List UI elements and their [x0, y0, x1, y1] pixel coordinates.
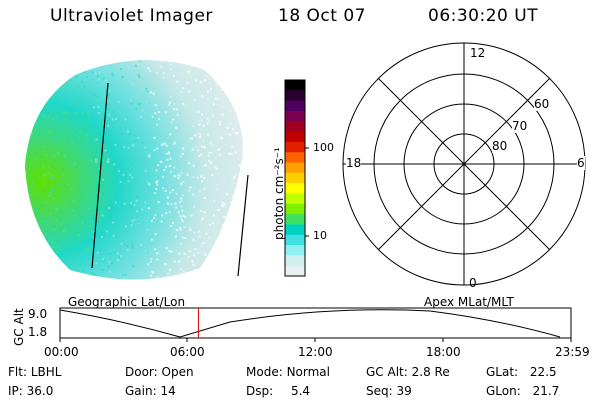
status-glat: GLat: 22.5 — [486, 365, 557, 379]
altitude-ytick-min: 1.8 — [28, 325, 48, 339]
colorbar-swatch — [285, 265, 305, 277]
status-seq: Seq: 39 — [366, 384, 412, 398]
colorbar-swatch — [285, 100, 305, 112]
mlt-label-18: 18 — [346, 156, 362, 170]
date-label: 18 Oct 07 — [278, 6, 366, 26]
colorbar-swatch — [285, 162, 305, 174]
colorbar-swatch — [285, 80, 305, 91]
colorbar-swatch — [285, 121, 305, 133]
colorbar-swatch — [285, 214, 305, 225]
mlat-label-80: 80 — [492, 139, 508, 153]
colorbar-swatch — [285, 245, 305, 256]
altitude-ylabel: GC Alt — [12, 308, 26, 346]
earth-disk — [25, 60, 243, 280]
image-caption: Geographic Lat/Lon — [68, 295, 186, 309]
xtick-2359: 23:59 — [555, 345, 590, 359]
colorbar-tick-10: 10 — [313, 229, 327, 242]
status-glon: GLon: 21.7 — [486, 384, 560, 398]
colorbar-swatch — [285, 193, 305, 205]
status-ip: IP: 36.0 — [8, 384, 54, 398]
mlat-label-70: 70 — [512, 119, 528, 133]
colorbar-swatch — [285, 90, 305, 102]
colorbar-swatch — [285, 131, 305, 143]
xtick-1200: 12:00 — [298, 345, 333, 359]
status-mode: Mode: Normal — [246, 365, 330, 379]
colorbar-swatch — [285, 255, 305, 267]
polar-caption: Apex MLat/MLT — [424, 295, 514, 309]
status-door: Door: Open — [125, 365, 194, 379]
colorbar-swatch — [285, 152, 305, 164]
limb-line — [237, 174, 249, 277]
status-flt: Flt: LBHL — [8, 365, 62, 379]
mlt-label-12: 12 — [470, 46, 486, 60]
colorbar-swatch — [285, 172, 305, 184]
xtick-0600: 06:00 — [170, 345, 205, 359]
status-dsp: Dsp: 5.4 — [246, 384, 311, 398]
colorbar-swatch — [285, 234, 305, 246]
colorbar-swatch — [285, 183, 305, 194]
xtick-0000: 00:00 — [44, 345, 79, 359]
colorbar-swatch — [285, 203, 305, 215]
status-gc-alt: GC Alt: 2.8 Re — [366, 365, 450, 379]
colorbar-swatch — [285, 110, 305, 122]
terminator-line — [91, 82, 109, 269]
colorbar-swatch — [285, 141, 305, 153]
mlt-label-0: 0 — [469, 276, 477, 290]
mlat-label-60: 60 — [534, 97, 550, 111]
colorbar-swatch — [285, 224, 305, 236]
mlt-label-6: 6 — [577, 156, 585, 170]
colorbar-tick-100: 100 — [313, 141, 334, 154]
instrument-title: Ultraviolet Imager — [50, 6, 213, 26]
time-label: 06:30:20 UT — [428, 6, 539, 26]
altitude-curve — [59, 309, 561, 338]
status-gain: Gain: 14 — [125, 384, 176, 398]
xtick-1800: 18:00 — [426, 345, 461, 359]
altitude-ytick-max: 9.0 — [28, 307, 48, 321]
